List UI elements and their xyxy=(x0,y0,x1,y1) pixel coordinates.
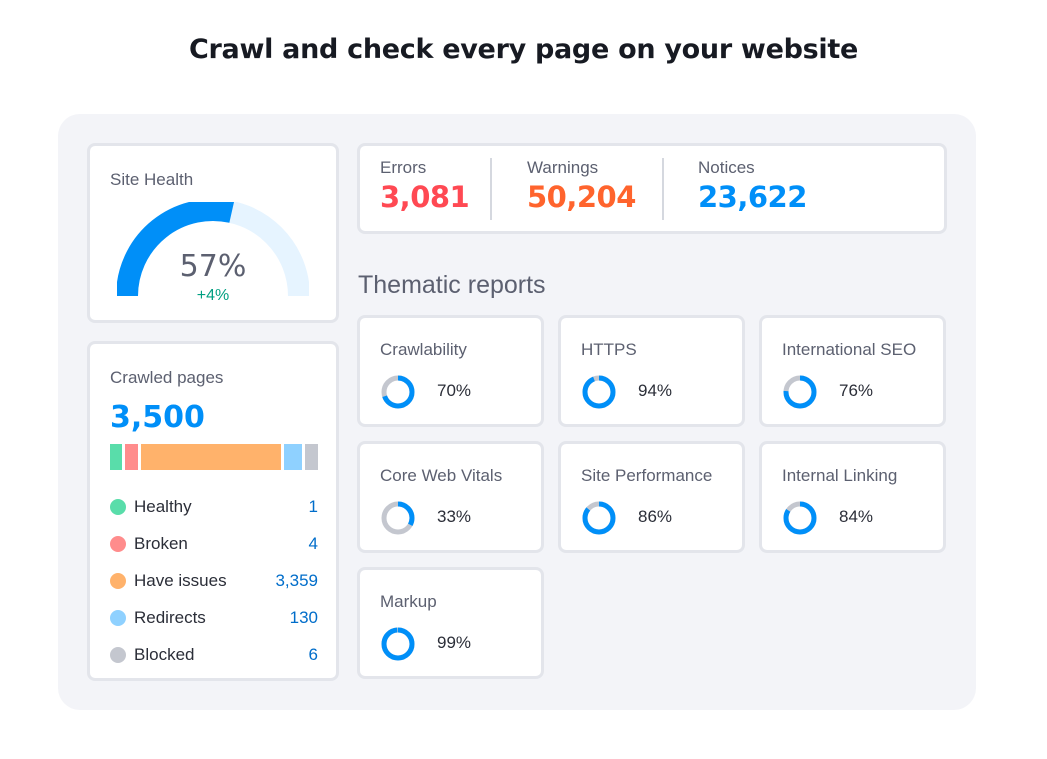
legend-row-blocked[interactable]: Blocked 6 xyxy=(110,636,318,673)
legend-row-redirects[interactable]: Redirects 130 xyxy=(110,599,318,636)
legend-dot-icon xyxy=(110,609,126,626)
bar-segment-healthy xyxy=(110,444,122,470)
report-card-site-performance[interactable]: Site Performance 86% xyxy=(558,441,745,553)
notices-label: Notices xyxy=(698,158,755,177)
site-health-card[interactable]: Site Health 57% +4% xyxy=(87,143,339,323)
report-name: Markup xyxy=(380,592,437,611)
report-name: Crawlability xyxy=(380,340,467,359)
report-card-international-seo[interactable]: International SEO 76% xyxy=(759,315,946,427)
crawled-pages-label: Crawled pages xyxy=(110,368,224,387)
donut-fill xyxy=(381,627,415,661)
bar-segment-have-issues xyxy=(141,444,281,470)
report-card-https[interactable]: HTTPS 94% xyxy=(558,315,745,427)
legend-value-link[interactable]: 130 xyxy=(289,607,318,627)
donut-fill xyxy=(783,501,817,535)
legend-value-link[interactable]: 1 xyxy=(308,496,318,516)
report-name: Internal Linking xyxy=(782,466,898,485)
notices-value[interactable]: 23,622 xyxy=(698,180,807,214)
report-donut xyxy=(783,375,817,409)
donut-fill xyxy=(381,501,415,535)
legend-row-broken[interactable]: Broken 4 xyxy=(110,525,318,562)
legend-row-healthy[interactable]: Healthy 1 xyxy=(110,488,318,525)
legend-dot-icon xyxy=(110,498,126,515)
report-value: 70% xyxy=(437,381,472,400)
report-card-crawlability[interactable]: Crawlability 70% xyxy=(357,315,544,427)
legend-dot-icon xyxy=(110,646,126,663)
thematic-reports-title: Thematic reports xyxy=(358,271,546,299)
legend-value-link[interactable]: 3,359 xyxy=(275,570,318,590)
report-card-core-web-vitals[interactable]: Core Web Vitals 33% xyxy=(357,441,544,553)
bar-segment-broken xyxy=(125,444,139,470)
legend-value-link[interactable]: 4 xyxy=(308,533,318,553)
report-value: 76% xyxy=(839,381,874,400)
report-donut xyxy=(783,501,817,535)
donut-fill xyxy=(582,501,616,535)
donut-fill xyxy=(381,375,415,409)
crawled-pages-bar xyxy=(110,444,318,470)
crawled-pages-legend: Healthy 1 Broken 4 Have issues 3,359 Redirects… xyxy=(110,488,318,673)
errors-label: Errors xyxy=(380,158,427,177)
report-value: 94% xyxy=(638,381,673,400)
crawled-pages-total: 3,500 xyxy=(110,400,205,435)
report-value: 99% xyxy=(437,633,472,652)
legend-label: Redirects xyxy=(134,607,206,627)
report-name: Core Web Vitals xyxy=(380,466,503,485)
site-health-label: Site Health xyxy=(110,170,194,189)
legend-label: Blocked xyxy=(134,644,195,664)
legend-dot-icon xyxy=(110,535,126,552)
report-donut xyxy=(381,375,415,409)
divider xyxy=(662,158,664,220)
warnings-label: Warnings xyxy=(527,158,599,177)
crawled-pages-card[interactable]: Crawled pages 3,500 Healthy 1 Broken 4 Have … xyxy=(87,341,339,681)
report-card-markup[interactable]: Markup 99% xyxy=(357,567,544,679)
legend-label: Healthy xyxy=(134,496,192,516)
report-value: 86% xyxy=(638,507,673,526)
issues-card: Errors 3,081 Warnings 50,204 Notices 23,… xyxy=(357,143,947,234)
site-health-delta: +4% xyxy=(196,287,230,304)
errors-value[interactable]: 3,081 xyxy=(380,180,470,214)
warnings-block[interactable]: Warnings 50,204 xyxy=(527,158,636,214)
report-value: 84% xyxy=(839,507,874,526)
divider xyxy=(490,158,492,220)
notices-block[interactable]: Notices 23,622 xyxy=(698,158,807,214)
site-health-gauge xyxy=(117,202,309,297)
bar-segment-blocked xyxy=(304,444,318,470)
legend-label: Broken xyxy=(134,533,188,553)
legend-row-have-issues[interactable]: Have issues 3,359 xyxy=(110,562,318,599)
report-name: International SEO xyxy=(782,340,917,359)
report-name: HTTPS xyxy=(581,340,637,359)
donut-fill xyxy=(783,375,817,409)
bar-segment-redirects xyxy=(283,444,302,470)
report-donut xyxy=(582,375,616,409)
legend-dot-icon xyxy=(110,572,126,589)
site-health-value: 57% xyxy=(179,249,247,284)
report-donut xyxy=(381,627,415,661)
page-headline: Crawl and check every page on your websi… xyxy=(189,34,858,65)
report-name: Site Performance xyxy=(581,466,713,485)
report-value: 33% xyxy=(437,507,472,526)
legend-value-link[interactable]: 6 xyxy=(308,644,318,664)
errors-block[interactable]: Errors 3,081 xyxy=(380,158,470,214)
warnings-value[interactable]: 50,204 xyxy=(527,180,636,214)
report-donut xyxy=(381,501,415,535)
legend-label: Have issues xyxy=(134,570,227,590)
report-card-internal-linking[interactable]: Internal Linking 84% xyxy=(759,441,946,553)
report-donut xyxy=(582,501,616,535)
gauge-fill xyxy=(117,202,235,297)
donut-fill xyxy=(582,375,616,409)
